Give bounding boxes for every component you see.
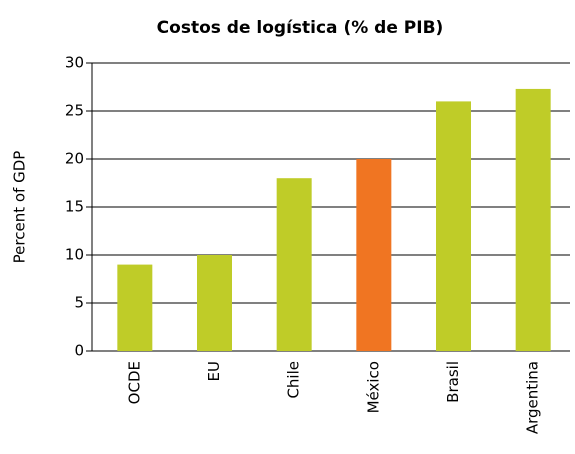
y-tick-label: 20 bbox=[65, 150, 84, 168]
x-tick-label: Brasil bbox=[444, 361, 462, 403]
x-tick-label: Chile bbox=[285, 361, 303, 399]
x-tick-label: EU bbox=[205, 361, 223, 381]
y-tick-label: 5 bbox=[74, 294, 84, 312]
y-tick-label: 25 bbox=[65, 102, 84, 120]
y-axis-label: Percent of GDP bbox=[11, 151, 29, 264]
x-tick-label: OCDE bbox=[125, 361, 143, 404]
y-tick-label: 15 bbox=[65, 198, 84, 216]
x-tick-label: Argentina bbox=[524, 361, 542, 434]
bar bbox=[436, 101, 471, 352]
y-tick-label: 10 bbox=[65, 246, 84, 264]
bar bbox=[197, 255, 232, 351]
bar bbox=[515, 88, 551, 352]
y-tick-label: 30 bbox=[65, 54, 84, 72]
bar bbox=[117, 264, 153, 351]
bar bbox=[356, 159, 392, 351]
x-tick-label: México bbox=[364, 361, 382, 413]
bar bbox=[276, 178, 312, 351]
chart-title: Costos de logística (% de PIB) bbox=[157, 18, 444, 38]
y-tick-label: 0 bbox=[74, 342, 84, 360]
